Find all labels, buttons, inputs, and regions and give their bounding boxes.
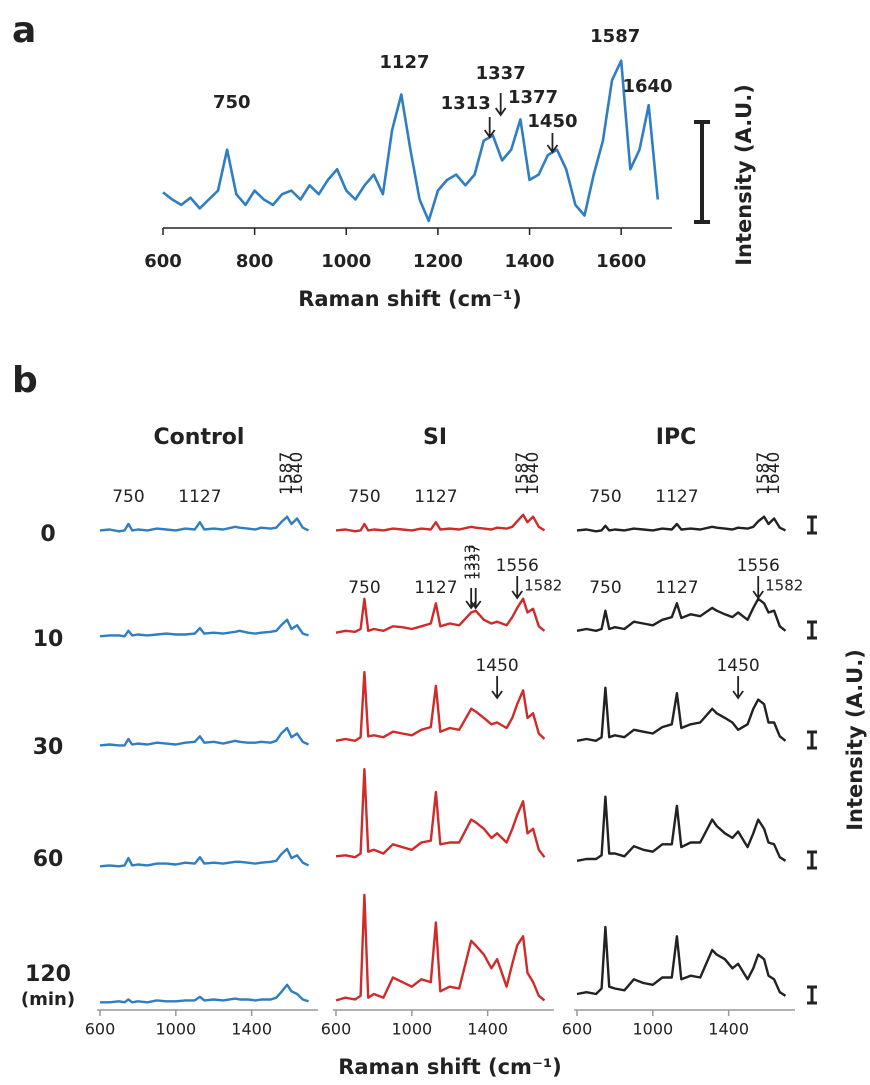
peak-label: 1582 <box>524 577 562 595</box>
peak-label: 750 <box>348 578 380 598</box>
scale-bar <box>807 850 817 870</box>
peak-label: 1450 <box>527 111 577 132</box>
x-tick-label: 1000 <box>155 1020 196 1039</box>
peak-label: 1450 <box>475 656 518 676</box>
spectrum-line <box>99 847 310 868</box>
peak-label: 1313 <box>441 93 491 114</box>
arrow <box>465 588 477 610</box>
x-tick-label: 1400 <box>231 1020 272 1039</box>
peak-label: 1450 <box>716 656 759 676</box>
x-tick-label: 600 <box>321 1020 352 1039</box>
arrow <box>469 588 482 610</box>
time-label: 10 <box>33 627 64 652</box>
x-tick-label: 1600 <box>596 251 646 272</box>
peak-label: 750 <box>589 487 621 507</box>
spectrum-line <box>100 983 309 1004</box>
spectrum-line <box>576 597 787 632</box>
y-axis-label: Intensity (A.U.) <box>732 84 756 266</box>
spectrum-line <box>576 795 787 862</box>
peak-label: 1127 <box>655 578 698 598</box>
peak-label: 750 <box>589 578 621 598</box>
scale-bar <box>807 985 817 1005</box>
peak-label: 1127 <box>655 487 698 507</box>
peak-label: 1587 <box>277 452 297 495</box>
arrow <box>732 676 744 700</box>
peak-label: 1587 <box>754 452 774 495</box>
time-label: 60 <box>33 847 64 872</box>
scale-bar <box>694 120 710 224</box>
spectrum-line <box>99 515 310 533</box>
arrow <box>483 117 496 139</box>
x-tick-label: 600 <box>85 1020 116 1039</box>
peak-label: 1127 <box>379 52 429 73</box>
peak-label: 1313 <box>463 544 479 580</box>
spectrum-line <box>335 513 546 533</box>
peak-label: 1337 <box>468 544 484 580</box>
x-tick-label: 1000 <box>321 251 371 272</box>
peak-label: 1127 <box>414 578 457 598</box>
y-axis-label: Intensity (A.U.) <box>843 649 867 831</box>
peak-label: 1127 <box>414 487 457 507</box>
x-tick-label: 600 <box>144 251 182 272</box>
x-axis-label: Raman shift (cm⁻¹) <box>298 287 522 311</box>
spectrum-line <box>576 925 787 997</box>
time-label: 30 <box>33 735 64 760</box>
x-tick-label: 600 <box>562 1020 593 1039</box>
x-tick-label: 1200 <box>413 251 463 272</box>
spectrum-line <box>99 618 309 638</box>
peak-label: 1377 <box>508 87 558 108</box>
scale-bar <box>807 515 817 535</box>
spectrum-line <box>335 670 546 742</box>
peak-label: 750 <box>112 487 144 507</box>
peak-label: 750 <box>348 487 380 507</box>
spectrum-line <box>335 597 546 634</box>
peak-label: 750 <box>213 92 251 113</box>
peak-label: 1556 <box>737 556 780 576</box>
spectrum-line <box>335 768 546 859</box>
time-unit: (min) <box>21 989 75 1010</box>
peak-label: 1127 <box>178 487 221 507</box>
peak-label: 1587 <box>513 452 533 495</box>
arrow <box>752 576 764 600</box>
x-tick-label: 1000 <box>632 1020 673 1039</box>
x-tick-label: 1400 <box>708 1020 749 1039</box>
arrow <box>494 93 507 117</box>
time-label: 0 <box>40 522 55 547</box>
peak-label: 1640 <box>287 452 307 495</box>
x-tick-label: 1000 <box>391 1020 432 1039</box>
time-label: 120 <box>25 962 71 987</box>
peak-label: 1556 <box>496 556 539 576</box>
panel-label: a <box>12 10 36 51</box>
column-title: IPC <box>656 425 696 450</box>
peak-label: 1582 <box>765 577 803 595</box>
arrow <box>491 676 503 700</box>
scale-bar <box>807 730 817 750</box>
arrow <box>546 133 559 154</box>
peak-label: 1640 <box>523 452 543 495</box>
peak-label: 1640 <box>764 452 784 495</box>
x-tick-label: 1400 <box>467 1020 508 1039</box>
x-axis-label: Raman shift (cm⁻¹) <box>338 1055 562 1079</box>
peak-label: 1640 <box>622 76 672 97</box>
spectrum-line <box>99 726 310 747</box>
peak-label: 1587 <box>590 26 640 47</box>
x-tick-label: 1400 <box>504 251 554 272</box>
arrow <box>511 576 523 600</box>
spectrum-line <box>576 686 787 742</box>
column-title: Control <box>154 425 245 450</box>
panel-label: b <box>12 360 38 401</box>
x-tick-label: 800 <box>236 251 274 272</box>
spectrum-line <box>335 893 546 1002</box>
spectrum-line <box>576 515 787 533</box>
spectrum-line <box>162 59 660 223</box>
scale-bar <box>807 620 817 640</box>
column-title: SI <box>423 425 447 450</box>
peak-label: 1337 <box>476 63 526 84</box>
